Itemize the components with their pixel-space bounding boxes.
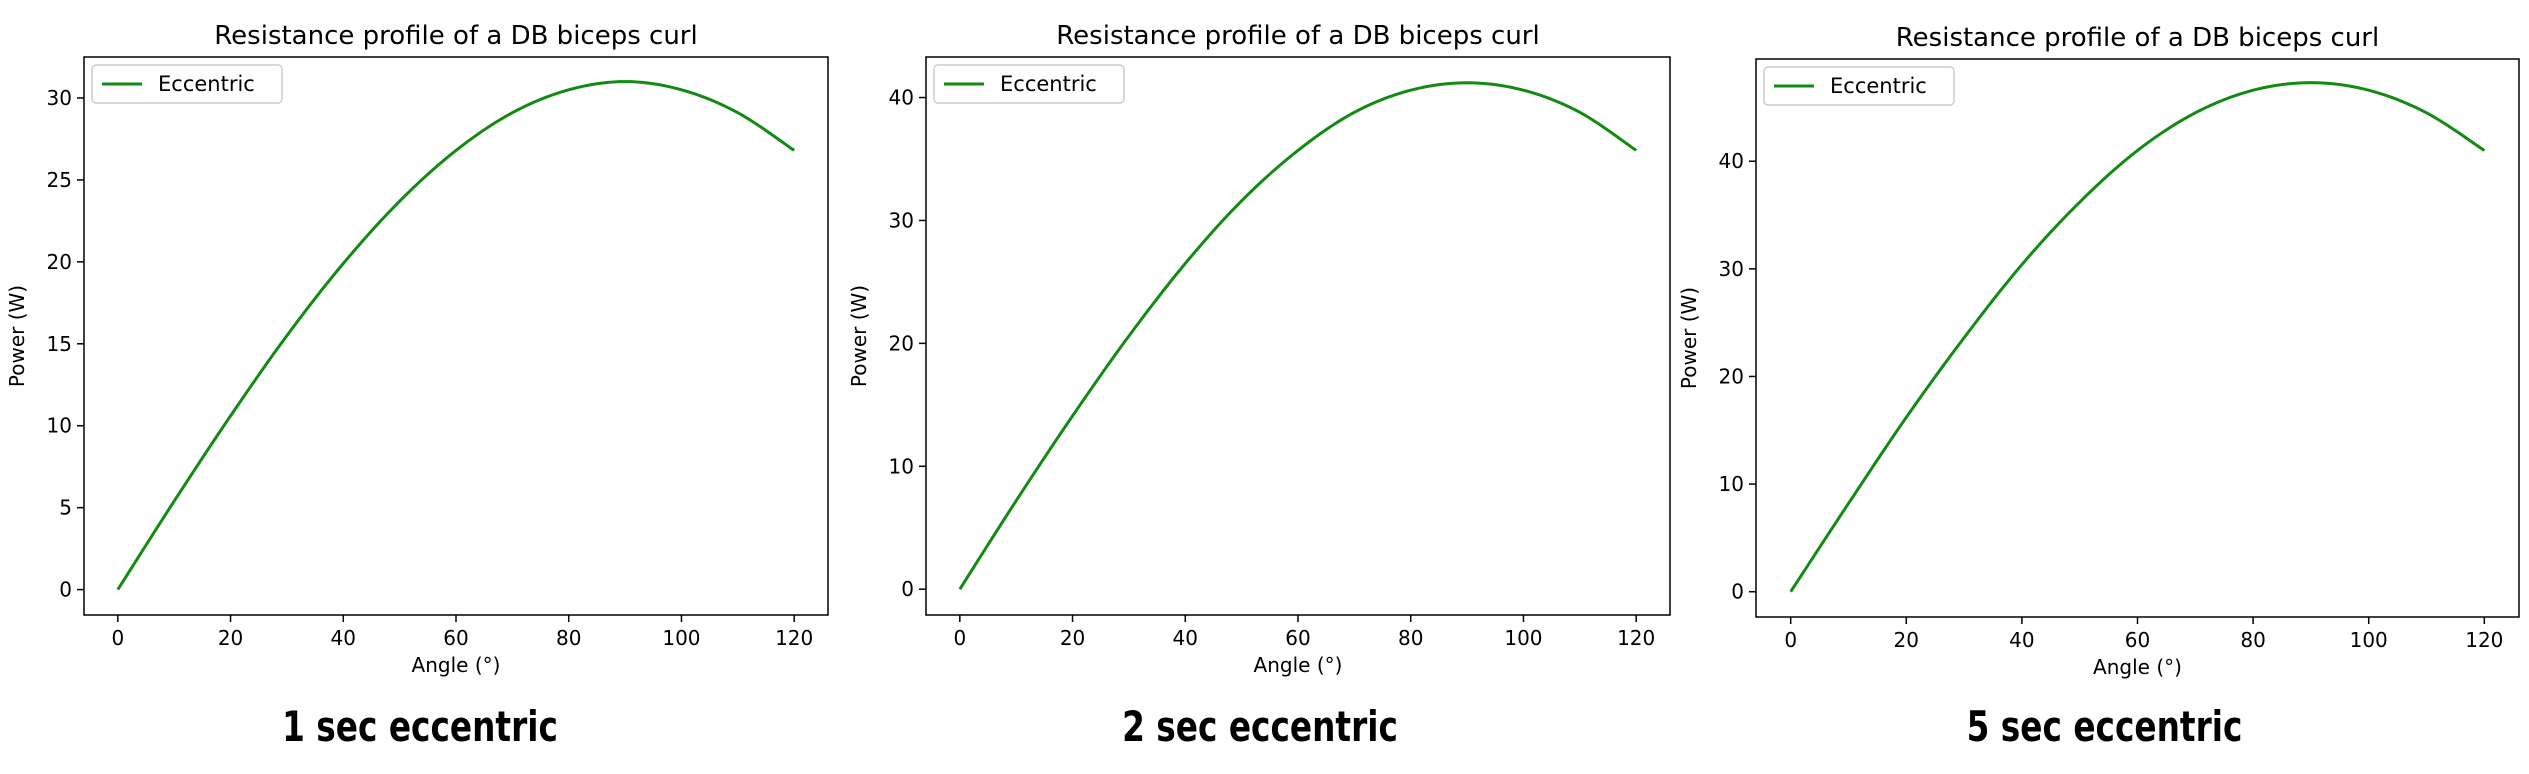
- chart-1-title: Resistance profile of a DB biceps curl: [214, 21, 697, 51]
- chart-2-x-axis-label: Angle (°): [1254, 653, 1343, 677]
- chart-1-x-tick-label: 0: [111, 626, 124, 650]
- chart-2-y-tick-label: 20: [889, 331, 914, 355]
- chart-1-legend: Eccentric: [91, 64, 283, 104]
- chart-panel-3: Resistance profile of a DB biceps curl 0 2…: [1677, 0, 2529, 774]
- chart-2-x-tick-label: 60: [1285, 626, 1310, 650]
- chart-panel-1: Resistance profile of a DB biceps curl 0 2…: [0, 0, 840, 774]
- chart-2-series-line-1: [958, 81, 1638, 590]
- chart-2-legend-label: Eccentric: [1000, 72, 1097, 96]
- chart-1-y-tick-label: 5: [59, 496, 72, 520]
- chart-3-caption: 5 sec eccentric: [1966, 702, 2243, 751]
- chart-3-y-tick-label: 20: [1719, 364, 1744, 388]
- chart-1-y-tick-label: 10: [47, 414, 72, 438]
- chart-1-y-tick-label: 25: [47, 168, 72, 192]
- chart-1-legend-label: Eccentric: [158, 72, 255, 96]
- chart-3-x-tick-label: 20: [1894, 628, 1919, 652]
- chart-2-svg: Resistance profile of a DB biceps curl 0 2…: [847, 21, 1671, 677]
- chart-2-y-axis-label: Power (W): [847, 285, 871, 387]
- chart-2-legend-box: [933, 64, 1125, 104]
- chart-3-y-tick-label: 10: [1719, 472, 1744, 496]
- chart-1-y-axis-label: Power (W): [5, 285, 29, 387]
- chart-3-title: Resistance profile of a DB biceps curl: [1896, 23, 2379, 53]
- chart-2-caption: 2 sec eccentric: [1122, 702, 1398, 751]
- chart-3-svg: Resistance profile of a DB biceps curl 0 2…: [1677, 23, 2520, 679]
- chart-3-x-tick-label: 80: [2240, 628, 2265, 652]
- chart-3-legend-label: Eccentric: [1830, 74, 1927, 98]
- chart-3-x-tick-label: 40: [2009, 628, 2034, 652]
- chart-panel-2: Resistance profile of a DB biceps curl 0 2…: [840, 0, 1680, 774]
- chart-2-x-tick-label: 80: [1398, 626, 1423, 650]
- chart-1-series-line-1: [116, 80, 796, 591]
- chart-2-title: Resistance profile of a DB biceps curl: [1056, 21, 1539, 51]
- chart-3-x-axis-label: Angle (°): [2093, 655, 2182, 679]
- chart-1-x-tick-label: 80: [556, 626, 581, 650]
- chart-1-y-tick-label: 20: [47, 250, 72, 274]
- chart-2-plot-frame: [925, 56, 1671, 616]
- chart-3-series-line-1: [1789, 81, 2486, 593]
- chart-3-x-tick-label: 100: [2350, 628, 2388, 652]
- chart-3-y-tick-label: 0: [1731, 580, 1744, 604]
- chart-1-caption: 1 sec eccentric: [282, 702, 558, 751]
- chart-1-y-tick-label: 0: [59, 578, 72, 602]
- chart-1-legend-box: [91, 64, 283, 104]
- chart-2-x-tick-label: 40: [1173, 626, 1198, 650]
- chart-2-y-tick-label: 10: [889, 454, 914, 478]
- chart-3-y-tick-label: 40: [1719, 149, 1744, 173]
- chart-1-x-tick-label: 60: [443, 626, 468, 650]
- chart-1-y-tick-label: 15: [47, 332, 72, 356]
- chart-1-svg: Resistance profile of a DB biceps curl 0 2…: [5, 21, 829, 677]
- chart-3-x-tick-label: 120: [2465, 628, 2503, 652]
- chart-2-x-tick-label: 100: [1504, 626, 1542, 650]
- chart-3-y-axis-label: Power (W): [1677, 287, 1701, 389]
- chart-1-x-tick-label: 40: [331, 626, 356, 650]
- chart-1-x-tick-label: 120: [775, 626, 813, 650]
- chart-2-y-tick-label: 0: [901, 577, 914, 601]
- chart-2-y-tick-label: 30: [889, 208, 914, 232]
- chart-3-x-tick-label: 60: [2125, 628, 2150, 652]
- chart-1-y-tick-label: 30: [47, 86, 72, 110]
- chart-3-legend: Eccentric: [1763, 66, 1955, 106]
- chart-2-x-tick-label: 0: [953, 626, 966, 650]
- chart-3-legend-box: [1763, 66, 1955, 106]
- chart-3-x-tick-label: 0: [1784, 628, 1797, 652]
- chart-1-plot-frame: [83, 56, 829, 616]
- chart-2-y-tick-label: 40: [889, 86, 914, 110]
- chart-3-plot-frame: [1755, 58, 2520, 618]
- chart-2-legend: Eccentric: [933, 64, 1125, 104]
- chart-1-x-axis-label: Angle (°): [412, 653, 501, 677]
- chart-2-x-tick-label: 20: [1060, 626, 1085, 650]
- chart-1-x-tick-label: 20: [218, 626, 243, 650]
- chart-3-y-tick-label: 30: [1719, 257, 1744, 281]
- chart-1-x-tick-label: 100: [662, 626, 700, 650]
- chart-2-x-tick-label: 120: [1617, 626, 1655, 650]
